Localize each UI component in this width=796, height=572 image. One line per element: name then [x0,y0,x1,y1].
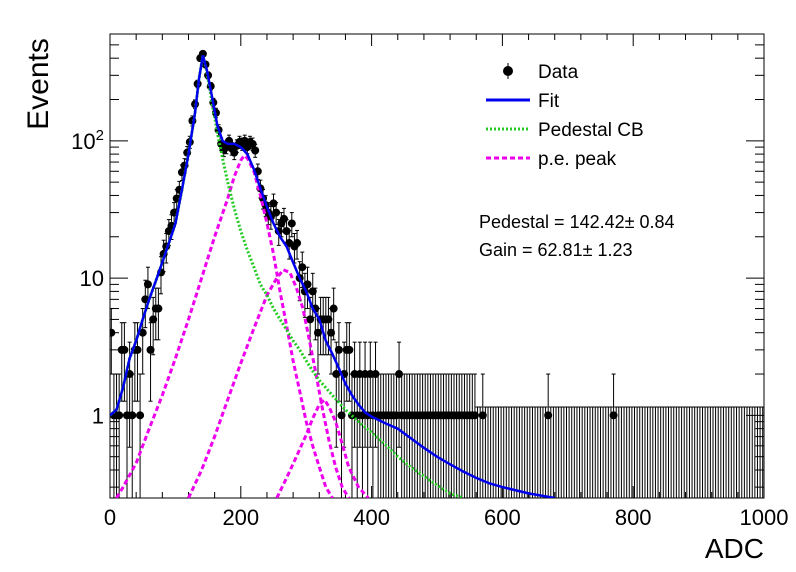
data-point [146,345,155,354]
legend-data-label: Data [538,62,579,83]
data-point [138,328,147,337]
data-point [272,208,281,217]
data-point [303,280,312,289]
data-point [149,315,158,324]
data-point [269,199,278,208]
data-point [337,411,346,420]
y-tick-label: 10 [80,266,104,291]
data-point [133,345,142,354]
plot-frame [109,33,765,499]
data-point [345,345,354,354]
data-point [308,287,317,296]
fit-curve [110,54,555,498]
y-tick-label: 102 [71,127,104,154]
x-axis-label: ADC [705,533,764,564]
pe-peak-curve [187,267,350,498]
data-point [198,49,207,58]
legend-pedestal-label: Pedestal CB [538,120,644,141]
data-point [136,411,145,420]
y-axis-label: Events [22,38,55,130]
x-tick-label: 600 [484,505,521,530]
x-tick-label: 400 [353,505,390,530]
pe-peak-curve [115,153,334,498]
annotation-gain: Gain = 62.81± 1.23 [479,240,633,260]
x-tick-label: 800 [615,505,652,530]
data-point [287,219,296,228]
data-point [313,328,322,337]
data-point [324,315,333,324]
data-point [470,411,479,420]
fit-curves [110,54,555,498]
data-point [120,345,129,354]
fit-results: Pedestal = 142.42± 0.84 Gain = 62.81± 1.2… [479,212,675,260]
data-point [395,370,404,379]
data-point [327,328,336,337]
data-point [230,148,239,157]
data-point [298,263,307,272]
data-point [110,328,116,337]
data-point [293,239,302,248]
data-point [334,345,343,354]
data-point [143,280,152,289]
data-point [609,411,618,420]
legend: Data Fit Pedestal CB p.e. peak [486,62,644,170]
legend-data-marker [503,66,513,76]
data-point [279,214,288,223]
data-point [478,411,487,420]
data-point [248,139,257,148]
data-point [329,304,338,313]
y-tick-label: 1 [92,403,104,428]
data-point [115,411,124,420]
data-point [154,304,163,313]
data-point [282,227,291,236]
annotation-pedestal: Pedestal = 142.42± 0.84 [479,212,675,232]
tick-labels: 0 200 400 600 800 1000 1 10 102 [71,127,788,530]
data-point [128,411,137,420]
legend-fit-label: Fit [538,91,560,112]
x-tick-label: 200 [222,505,259,530]
legend-pe-label: p.e. peak [538,149,617,170]
data-point [332,370,341,379]
data-point [251,146,260,155]
data-point [371,370,380,379]
x-tick-label: 1000 [740,505,789,530]
x-tick-label: 0 [104,505,116,530]
data-point [544,411,553,420]
